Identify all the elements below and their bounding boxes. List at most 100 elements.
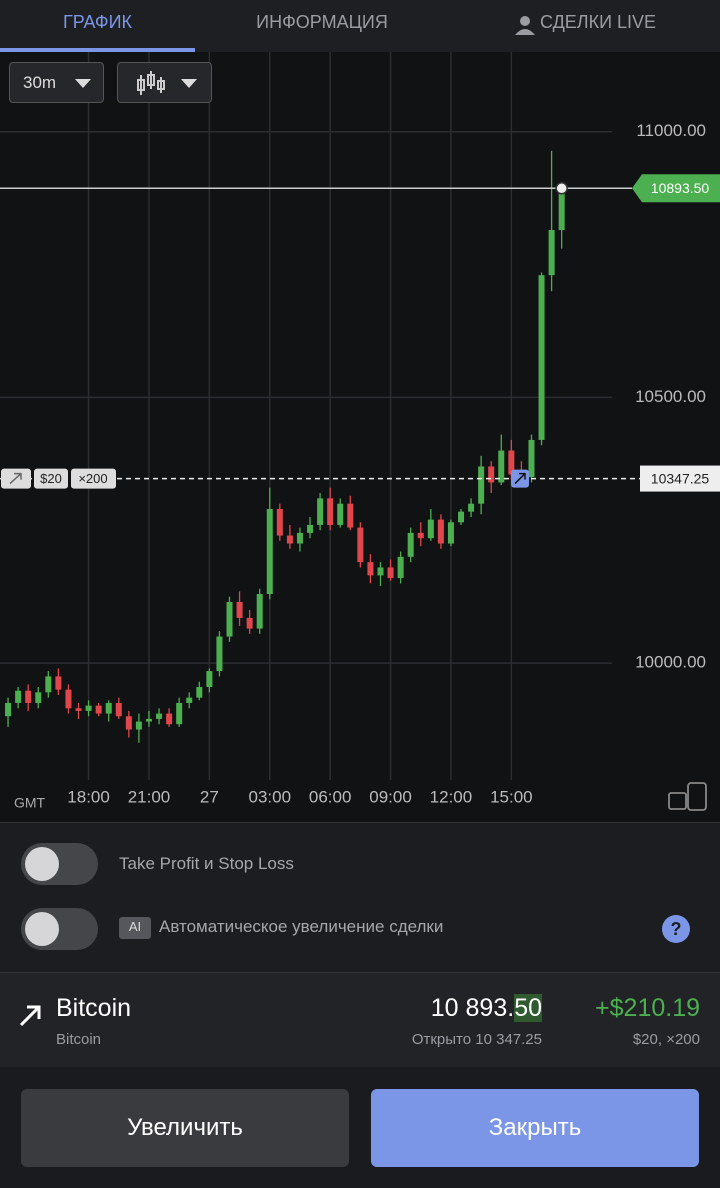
entry-price-label: 10347.25 [651, 470, 710, 486]
dropdown-arrow [75, 79, 91, 88]
candle-body [236, 601, 243, 618]
candle-body [397, 556, 404, 579]
x-tick-label: 09:00 [369, 787, 412, 806]
candle-body [85, 705, 92, 711]
candle-body [55, 676, 62, 690]
chart-type-select[interactable] [117, 62, 212, 103]
price: 10 893.50 [431, 994, 542, 1023]
candle-body [125, 716, 132, 730]
y-tick-label: 10000.00 [635, 653, 706, 672]
position-icon [9, 472, 22, 485]
candle-body [357, 527, 364, 563]
profit: +$210.19 [595, 994, 700, 1022]
y-tick-label: 10500.00 [635, 387, 706, 406]
user-icon [515, 16, 535, 35]
candle-body [508, 450, 515, 475]
x-tick-label: 03:00 [248, 787, 291, 806]
position-row [0, 972, 720, 1067]
x-tick-label: 06:00 [309, 787, 352, 806]
entry-marker-arrow [514, 472, 526, 485]
setting-label: Take Profit и Stop Loss [119, 854, 294, 873]
candle-body [437, 519, 444, 544]
ai-badge: AI [119, 917, 151, 939]
timeframe-select[interactable]: 30m [9, 62, 104, 103]
candle-body [478, 466, 485, 504]
tab-indicator [0, 48, 195, 52]
timezone: GMT [14, 795, 46, 811]
device-icon [687, 782, 707, 811]
asset-name: Bitcoin [56, 994, 132, 1022]
candle-body [166, 713, 173, 725]
settings-panel [0, 822, 720, 973]
price-decimals: 50 [514, 994, 542, 1022]
candle-body [45, 676, 52, 693]
candle-body [15, 690, 22, 703]
tab[interactable]: СДЕЛКИ LIVE [540, 12, 657, 32]
candle-body [347, 503, 354, 528]
asset-subtitle: Bitcoin [56, 1031, 102, 1048]
candle-body [417, 532, 424, 539]
x-tick-label: 12:00 [430, 787, 473, 806]
tab[interactable]: ГРАФИК [62, 12, 133, 32]
current-price-label: 10893.50 [651, 180, 710, 196]
candle-body [186, 697, 193, 703]
tab-bar: ГРАФИК ИНФОРМАЦИЯ СДЕЛКИ LIVE [0, 0, 720, 52]
candle-body [115, 702, 122, 717]
device-icon [668, 792, 687, 810]
chart: 10000.00 10500.00 11000.00 18:00 21:00 27 03:0… [0, 52, 720, 822]
position-details: $20, ×200 [632, 1031, 700, 1048]
position-amount: $20 [40, 471, 62, 486]
candle-body [266, 508, 273, 595]
toggle[interactable] [21, 908, 98, 950]
current-price-dot [555, 182, 568, 195]
y-tick-label: 11000.00 [636, 121, 706, 140]
candle-body [538, 275, 545, 440]
svg-text:?: ? [671, 919, 682, 939]
price-main: 10 893. [430, 994, 515, 1022]
candle-body [387, 567, 394, 579]
candle-body [216, 636, 223, 672]
candle-body [307, 524, 314, 533]
x-tick-label: 21:00 [128, 787, 171, 806]
dropdown-arrow [181, 79, 197, 88]
candle-body [498, 450, 505, 483]
x-tick-label: 27 [200, 787, 219, 806]
candle-body [458, 511, 465, 523]
candle-body [327, 498, 334, 525]
candle-body [135, 721, 142, 730]
candle-body [447, 522, 454, 544]
candle-body [256, 594, 263, 629]
candle-body [95, 705, 102, 714]
position-multiplier: ×200 [78, 471, 107, 486]
candle-body [25, 690, 32, 703]
candle-body [377, 567, 384, 576]
candle-body [407, 532, 414, 557]
candle-body [337, 503, 344, 525]
close-button[interactable]: Закрыть [371, 1089, 699, 1167]
candle-body [206, 671, 213, 688]
candle-body [528, 439, 535, 478]
setting-label: Автоматическое увеличение сделки [159, 917, 444, 936]
candle-body [468, 503, 475, 512]
tab[interactable]: ИНФОРМАЦИЯ [256, 12, 388, 32]
toggle[interactable] [21, 843, 98, 885]
increase-button[interactable]: Увеличить [21, 1089, 349, 1167]
candle-body [176, 702, 183, 725]
candle-body [558, 188, 565, 231]
candle-body [367, 562, 374, 576]
candle-body [488, 466, 495, 483]
amount-box [34, 468, 68, 489]
help-icon[interactable]: ? [662, 915, 690, 943]
x-tick-label: 15:00 [490, 787, 533, 806]
candle-body [246, 617, 253, 629]
candle-body [226, 601, 233, 637]
candle-body [65, 689, 72, 709]
candle-body [276, 508, 283, 536]
candle-body [75, 708, 82, 711]
opened-price: Открыто 10 347.25 [411, 1031, 542, 1048]
candle-body [196, 687, 203, 698]
candle-body [427, 519, 434, 539]
candle-body [548, 230, 555, 276]
candle-body [286, 535, 293, 544]
